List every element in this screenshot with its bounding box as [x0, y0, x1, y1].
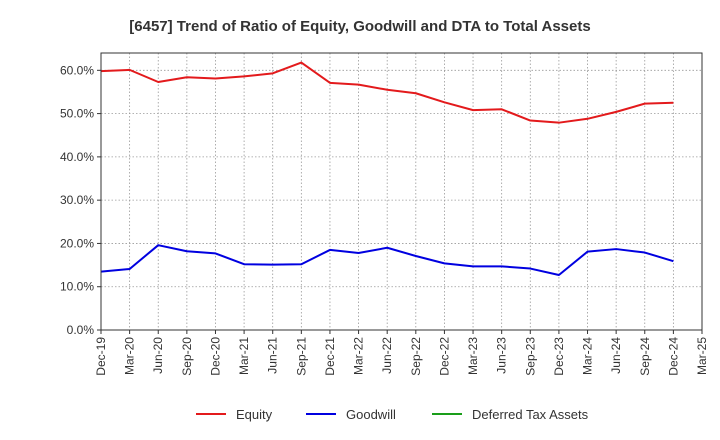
x-tick-label: Dec-21 [323, 337, 337, 376]
x-tick-label: Mar-22 [352, 337, 366, 375]
x-tick-label: Mar-20 [123, 337, 137, 375]
x-tick-label: Jun-24 [609, 337, 623, 374]
x-tick-label: Jun-20 [151, 337, 165, 374]
x-tick-label: Dec-19 [94, 337, 108, 376]
x-tick-label: Dec-24 [666, 337, 680, 376]
y-axis: 0.0% 10.0% 20.0% 30.0% 40.0% 50.0% 60.0% [60, 63, 101, 337]
x-tick-label: Sep-22 [409, 337, 423, 376]
x-tick-label: Sep-23 [523, 337, 537, 376]
series-lines [100, 61, 674, 277]
grid [100, 53, 703, 331]
y-tick-label: 40.0% [60, 150, 94, 164]
x-tick-label: Jun-23 [495, 337, 509, 374]
x-tick-label: Sep-21 [294, 337, 308, 376]
x-tick-label: Dec-23 [552, 337, 566, 376]
x-tick-label: Sep-24 [638, 337, 652, 376]
x-tick-label: Dec-22 [437, 337, 451, 376]
plot-frame [100, 52, 703, 331]
x-tick-label: Dec-20 [208, 337, 222, 376]
legend-label-equity: Equity [236, 407, 273, 422]
y-tick-label: 20.0% [60, 236, 94, 250]
series-line-goodwill [100, 244, 674, 277]
legend-label-deferred-tax-assets: Deferred Tax Assets [472, 407, 589, 422]
y-tick-label: 0.0% [67, 323, 95, 337]
y-tick-label: 50.0% [60, 107, 94, 121]
legend: Equity Goodwill Deferred Tax Assets [196, 407, 589, 422]
x-axis: Dec-19 Mar-20 Jun-20 Sep-20 Dec-20 Mar-21 Jun-… [94, 330, 709, 376]
series-line-equity [100, 61, 674, 124]
legend-label-goodwill: Goodwill [346, 407, 396, 422]
x-tick-label: Jun-21 [266, 337, 280, 374]
y-tick-label: 30.0% [60, 193, 94, 207]
y-tick-label: 60.0% [60, 63, 94, 77]
chart-title: [6457] Trend of Ratio of Equity, Goodwil… [129, 18, 590, 35]
x-tick-label: Mar-24 [581, 337, 595, 375]
y-tick-label: 10.0% [60, 280, 94, 294]
x-tick-label: Mar-23 [466, 337, 480, 375]
x-tick-label: Mar-25 [695, 337, 709, 375]
x-tick-label: Mar-21 [237, 337, 251, 375]
x-tick-label: Sep-20 [180, 337, 194, 376]
x-tick-label: Jun-22 [380, 337, 394, 374]
